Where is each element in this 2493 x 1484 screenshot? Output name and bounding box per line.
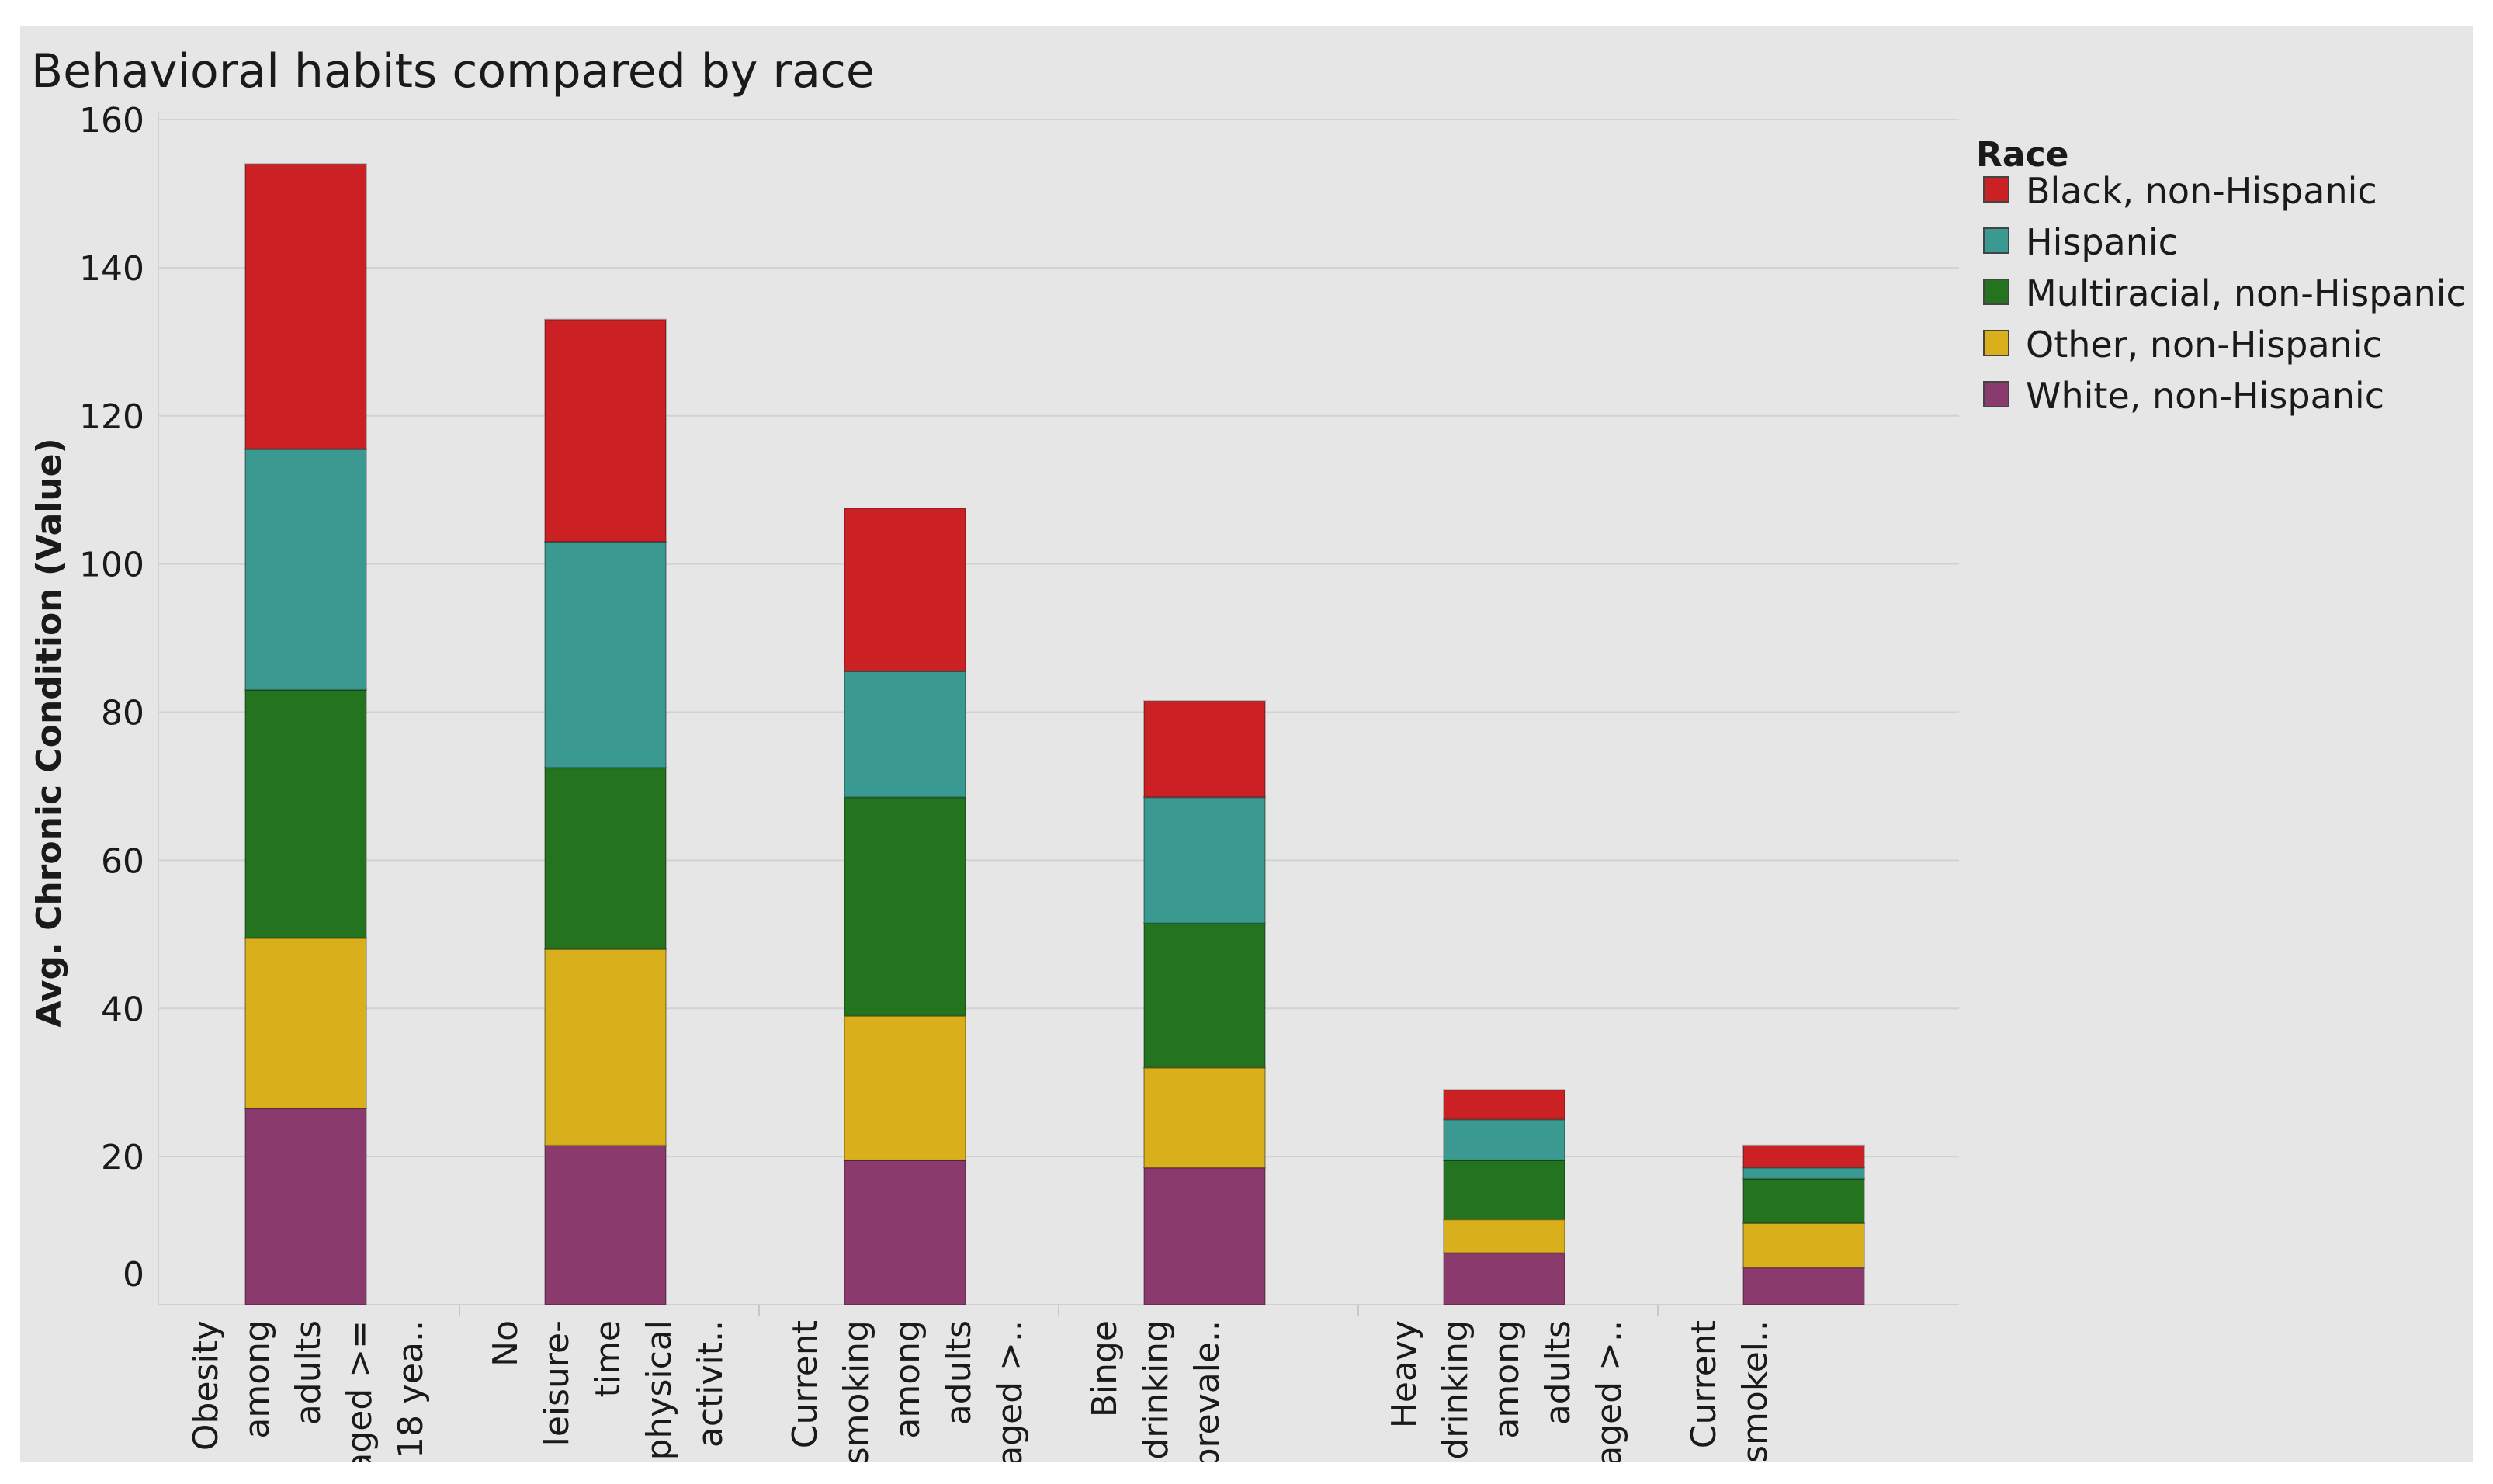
bar-segment (244, 1108, 367, 1305)
legend-entry: Black, non-Hispanic (2026, 170, 2377, 212)
bar-segment (544, 540, 667, 769)
bar-segment (244, 937, 367, 1110)
x-category-label: smokel.. (1735, 1320, 1775, 1462)
legend-swatch (1983, 176, 2009, 203)
y-tick-label: 140 (79, 249, 144, 289)
x-category-label: smoking (837, 1320, 876, 1462)
bar-segment (244, 448, 367, 691)
x-category-label: physical (640, 1320, 679, 1460)
bar-segment (844, 796, 966, 1017)
bar-segment (1143, 700, 1266, 799)
y-tick-label: 80 (101, 694, 144, 733)
x-category-label: Heavy (1385, 1320, 1424, 1428)
bar-segment (1742, 1177, 1865, 1225)
y-axis-ticks: 0 20 40 60 80 100 120 140 160 (79, 101, 144, 1295)
x-category-label: leisure- (537, 1320, 577, 1446)
bars (244, 163, 1865, 1306)
bar-segment (544, 948, 667, 1146)
bar-segment (1143, 1066, 1266, 1169)
bar-segment (1443, 1252, 1565, 1305)
y-axis-label: Avg. Chronic Condition (Value) (29, 438, 69, 1027)
bar-segment (844, 508, 966, 673)
x-category-label: adults (939, 1320, 979, 1425)
legend-entry: Multiracial, non-Hispanic (2026, 272, 2466, 314)
y-tick-label: 160 (79, 101, 144, 140)
legend-entry: White, non-Hispanic (2026, 375, 2384, 417)
y-tick-label: 100 (79, 546, 144, 585)
x-category-label: No (486, 1320, 525, 1367)
bar-segment (844, 1014, 966, 1161)
chart-title: Behavioral habits compared by race (31, 44, 875, 99)
bar-segment (1143, 922, 1266, 1069)
bar-segment (1143, 796, 1266, 924)
x-category-label: among (888, 1320, 928, 1439)
legend-swatch (1983, 330, 2009, 356)
x-category-label: among (238, 1320, 277, 1439)
legend-entry: Other, non-Hispanic (2026, 324, 2382, 366)
bar-segment (244, 163, 367, 450)
x-axis-categories: Obesity among adults aged >= 18 yea.. No leisu… (186, 1320, 1775, 1462)
legend: Race Black, non-Hispanic Hispanic Multirac… (1976, 135, 2466, 417)
bar-segment (544, 318, 667, 543)
legend-title: Race (1976, 135, 2069, 175)
bar-segment (1143, 1167, 1266, 1306)
bar-segment (844, 671, 966, 799)
x-category-label: prevale.. (1188, 1320, 1227, 1462)
bar-segment (1742, 1222, 1865, 1269)
x-category-label: time (588, 1320, 628, 1397)
bar-segment (1742, 1167, 1865, 1180)
x-category-label: Current (1684, 1320, 1724, 1448)
x-category-label: adults (289, 1320, 328, 1425)
chart-panel: Behavioral habits compared by race 0 20 40… (20, 26, 2473, 1462)
bar-segment (544, 767, 667, 950)
bar-segment (1443, 1219, 1565, 1254)
y-tick-label: 120 (79, 397, 144, 437)
y-tick-label: 0 (123, 1255, 144, 1295)
x-category-label: Current (785, 1320, 825, 1448)
y-tick-label: 20 (101, 1138, 144, 1177)
bar-segment (544, 1144, 667, 1305)
bar-segment (1742, 1144, 1865, 1169)
x-category-label: Obesity (186, 1320, 226, 1451)
x-category-label: 18 yea.. (391, 1320, 431, 1458)
bar-segment (244, 688, 367, 939)
bar-segment (1443, 1089, 1565, 1121)
legend-swatch (1983, 381, 2009, 407)
bar-segment (1443, 1118, 1565, 1161)
x-category-label: among (1487, 1320, 1527, 1439)
x-category-label: drinking (1436, 1320, 1475, 1460)
x-category-label: drinking (1136, 1320, 1176, 1460)
x-category-label: aged >.. (1590, 1320, 1629, 1462)
x-category-label: adults (1538, 1320, 1578, 1425)
bar-segment (1742, 1267, 1865, 1305)
y-tick-label: 40 (101, 990, 144, 1029)
x-category-label: Binge (1085, 1320, 1125, 1417)
chart: Behavioral habits compared by race 0 20 40… (29, 44, 2466, 1462)
x-category-label: aged >= (340, 1320, 380, 1462)
bar-segment (844, 1159, 966, 1305)
bar-segment (1443, 1159, 1565, 1221)
legend-swatch (1983, 279, 2009, 305)
y-tick-label: 60 (101, 841, 144, 881)
legend-entry: Hispanic (2026, 221, 2178, 263)
x-category-label: aged >.. (990, 1320, 1030, 1462)
legend-swatch (1983, 227, 2009, 254)
gridlines (158, 112, 1959, 1316)
x-category-label: activit.. (691, 1320, 730, 1448)
